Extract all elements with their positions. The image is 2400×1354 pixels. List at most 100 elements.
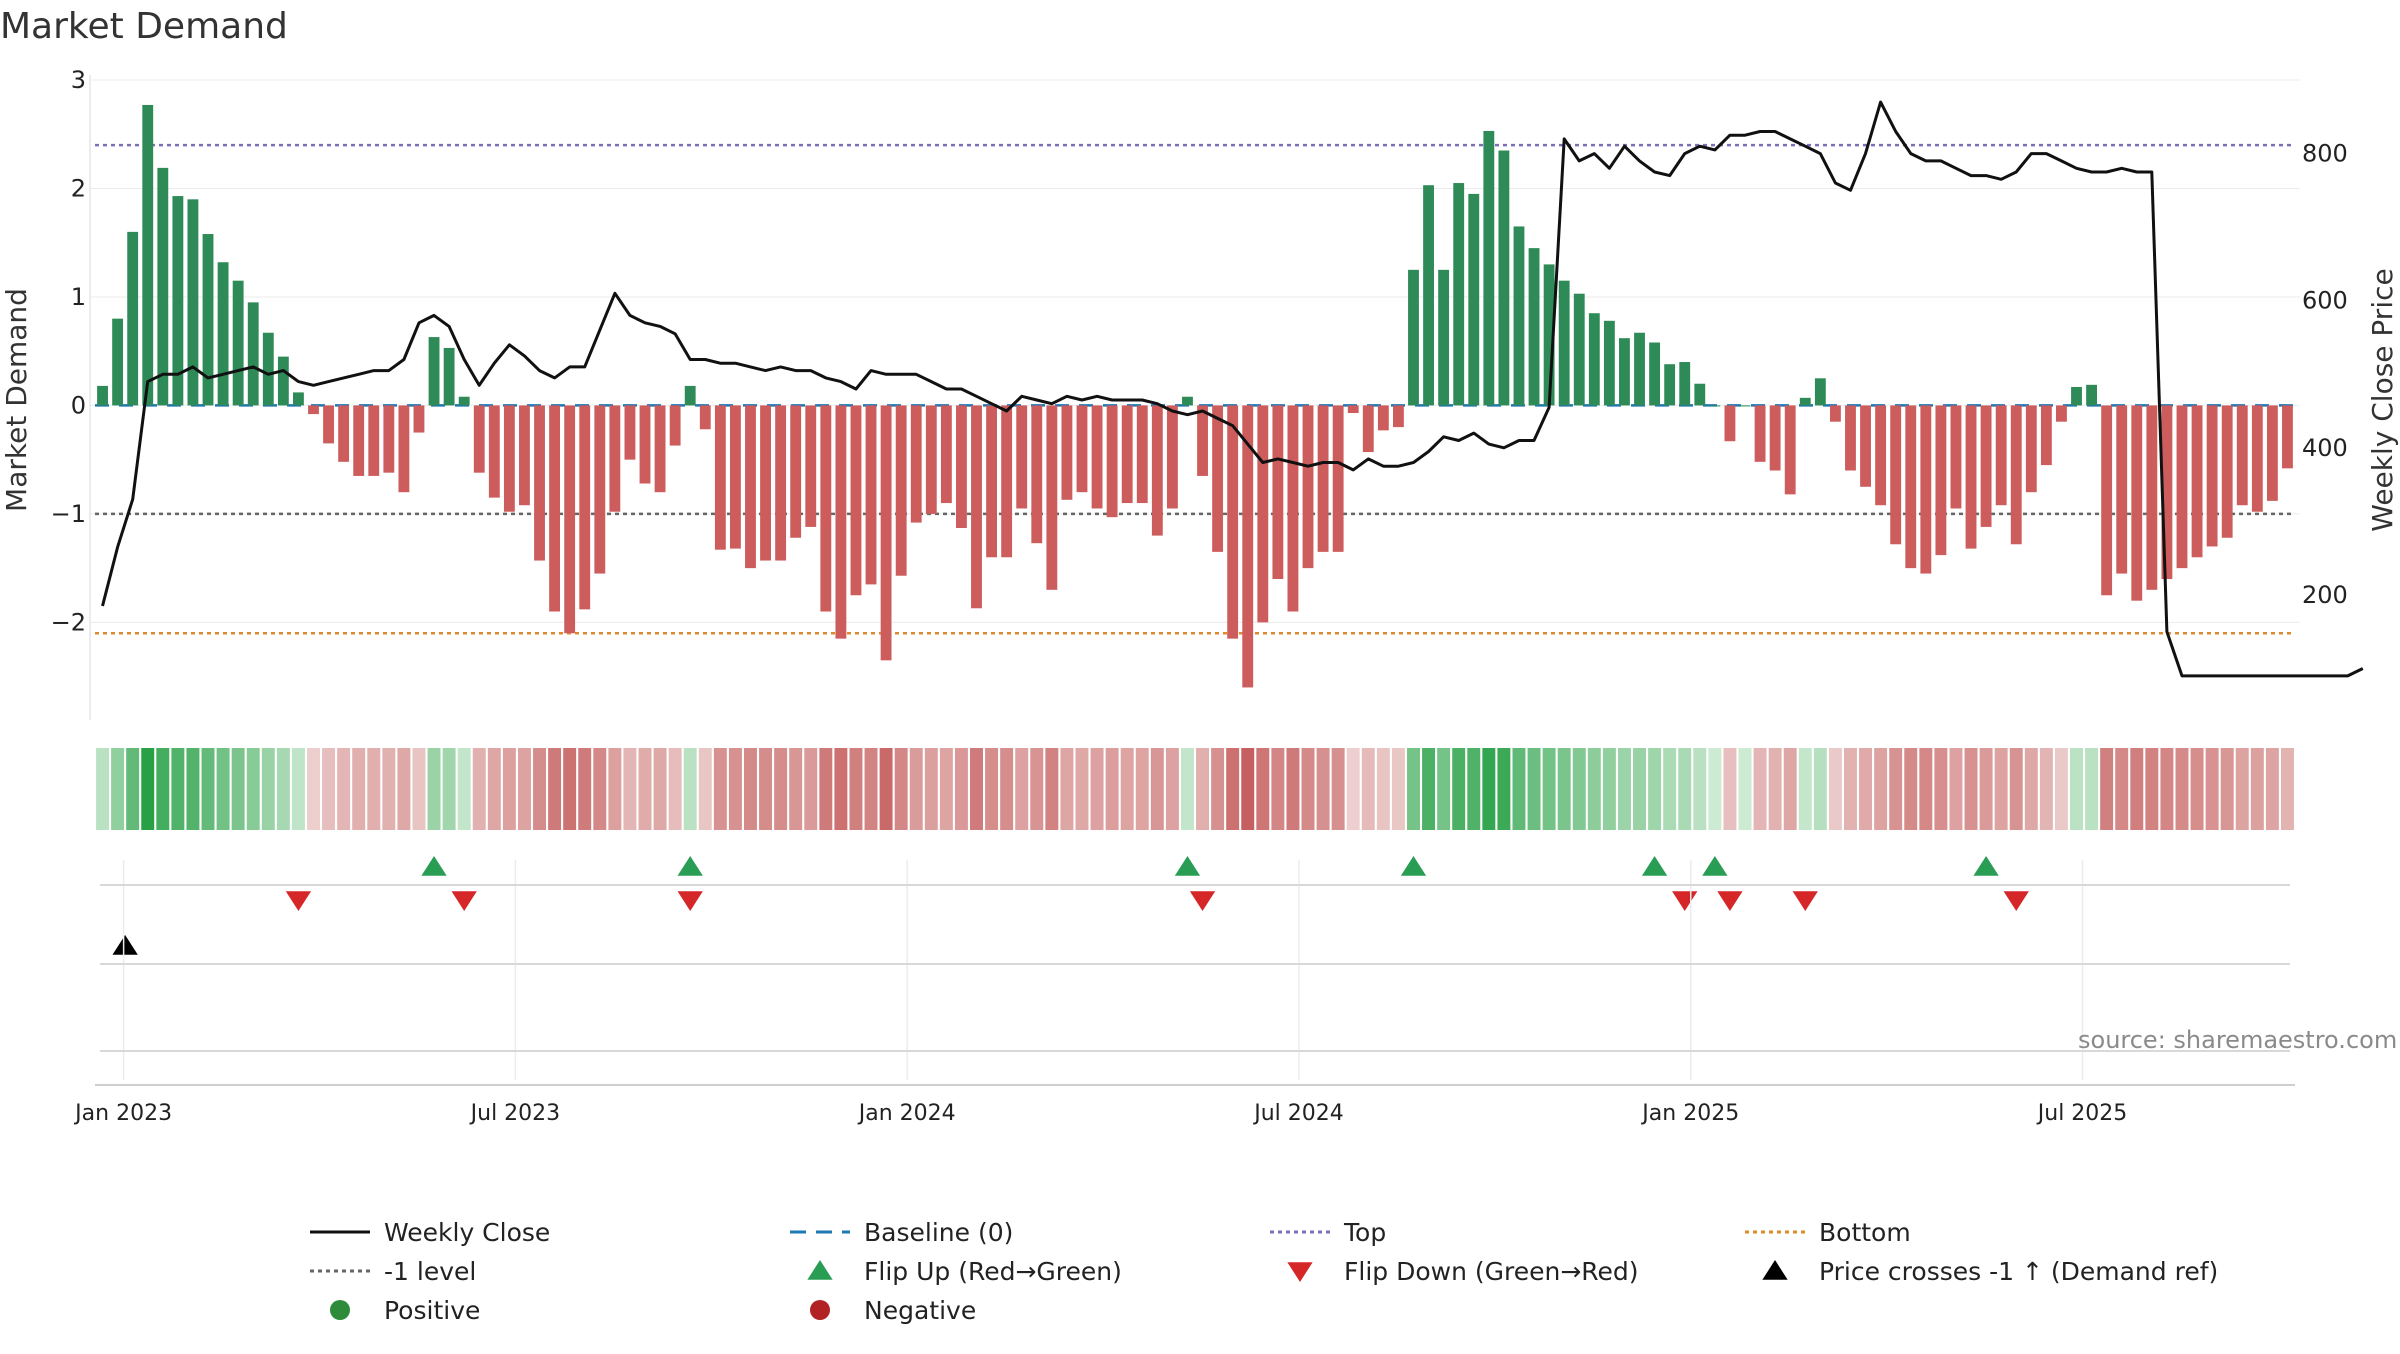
heat-cell (1090, 748, 1104, 830)
axis-layer: −2 −1 0 1 2 3 200 400 600 800 (51, 66, 2348, 720)
negative-bar (353, 405, 365, 476)
right-tick-label: 600 (2302, 287, 2348, 315)
legend-item: Price crosses -1 ↑ (Demand ref) (1762, 1257, 2218, 1286)
negative-bar (308, 405, 319, 415)
negative-bar (368, 405, 380, 476)
heat-cell (1407, 748, 1420, 830)
flip-up-marker (677, 856, 703, 876)
negative-bar (910, 405, 922, 523)
heat-cell (201, 748, 215, 830)
negative-bar (1001, 405, 1013, 558)
left-tick-label: 3 (71, 66, 86, 94)
heat-cell (1105, 748, 1119, 830)
heat-cell (1331, 748, 1345, 830)
heat-cell (698, 748, 712, 830)
negative-bar (669, 405, 681, 446)
positive-bar (458, 396, 470, 406)
heat-cell (2009, 748, 2023, 830)
positive-bar (1498, 150, 1510, 406)
legend-item: Flip Down (Green→Red) (1287, 1257, 1639, 1286)
heat-cell (1904, 748, 1918, 830)
demand-bars (97, 104, 2293, 688)
positive-bar (1483, 130, 1495, 406)
heat-cell (1633, 748, 1646, 830)
negative-bar (880, 405, 892, 661)
legend-item: Positive (330, 1296, 480, 1325)
negative-bar (940, 405, 952, 504)
negative-bar (1784, 405, 1796, 495)
heat-cell (1949, 748, 1963, 830)
negative-bar (835, 405, 847, 639)
negative-bar (1212, 405, 1224, 552)
positive-bar (232, 280, 244, 406)
date-tick-label: Jan 2025 (1640, 1101, 1739, 1126)
heat-cell (291, 748, 305, 830)
heat-cell (156, 748, 170, 830)
positive-bar (1814, 378, 1826, 406)
heat-cell (2070, 748, 2083, 830)
negative-bar (1920, 405, 1932, 574)
heat-cell (548, 748, 562, 830)
flip-down-marker (1717, 891, 1743, 911)
heat-cell (261, 748, 275, 830)
legend-label: Baseline (0) (864, 1218, 1013, 1247)
heat-cell (2265, 748, 2279, 830)
left-tick-label: 2 (71, 174, 86, 202)
positive-bar (262, 332, 274, 406)
negative-bar (1754, 405, 1766, 462)
positive-bar (1468, 193, 1480, 406)
heat-cell (1256, 748, 1270, 830)
heat-cell (1422, 748, 1436, 830)
negative-bar (850, 405, 862, 596)
negative-bar (1769, 405, 1781, 471)
negative-bar (1302, 405, 1314, 569)
date-tick-label: Jan 2023 (73, 1101, 172, 1126)
heat-cell (1512, 748, 1526, 830)
negative-bar (609, 405, 621, 512)
heat-cell (1361, 748, 1375, 830)
heat-cell (2115, 748, 2129, 830)
negative-bar (2116, 405, 2128, 574)
negative-bar (956, 405, 967, 528)
positive-bar (97, 385, 108, 406)
date-axis: Jan 2023 Jul 2023 Jan 2024 Jul 2024 Jan 2025… (73, 860, 2295, 1126)
heat-cell (2160, 748, 2174, 830)
date-tick-label: Jul 2025 (2036, 1101, 2128, 1126)
negative-bar (2191, 405, 2203, 558)
negative-bar (2025, 405, 2037, 493)
negative-bar (775, 405, 787, 561)
negative-bar (534, 405, 545, 561)
positive-bar (1694, 383, 1706, 406)
negative-bar (2282, 405, 2293, 469)
legend-item: Bottom (1745, 1218, 1911, 1247)
heat-cell (276, 748, 290, 830)
heat-cell (1165, 748, 1179, 830)
legend-swatch (810, 1300, 830, 1320)
positive-bar (1453, 183, 1465, 406)
heat-cell (879, 748, 893, 830)
heat-cell (939, 748, 953, 830)
negative-bar (2206, 405, 2218, 547)
negative-bar (745, 405, 756, 569)
heat-cell (96, 748, 110, 830)
positive-bar (1558, 280, 1570, 406)
negative-bar (986, 405, 997, 558)
heat-cell (352, 748, 366, 830)
heat-cell (970, 748, 983, 830)
right-axis-label: Weekly Close Price (2366, 268, 2399, 531)
positive-bar (1423, 185, 1434, 406)
negative-bar (1016, 405, 1028, 509)
heat-cell (1919, 748, 1933, 830)
heat-cell (427, 748, 441, 830)
negative-bar (2221, 405, 2233, 538)
flip-up-marker (1400, 856, 1427, 876)
negative-bar (805, 405, 817, 527)
negative-bar (1362, 405, 1374, 453)
negative-bar (971, 405, 982, 609)
heat-cell (1437, 748, 1451, 830)
negative-bar (503, 405, 515, 512)
heat-cell (1542, 748, 1556, 830)
heat-cell (1964, 748, 1978, 830)
legend-item: -1 level (310, 1257, 476, 1286)
legend-label: Bottom (1819, 1218, 1911, 1247)
